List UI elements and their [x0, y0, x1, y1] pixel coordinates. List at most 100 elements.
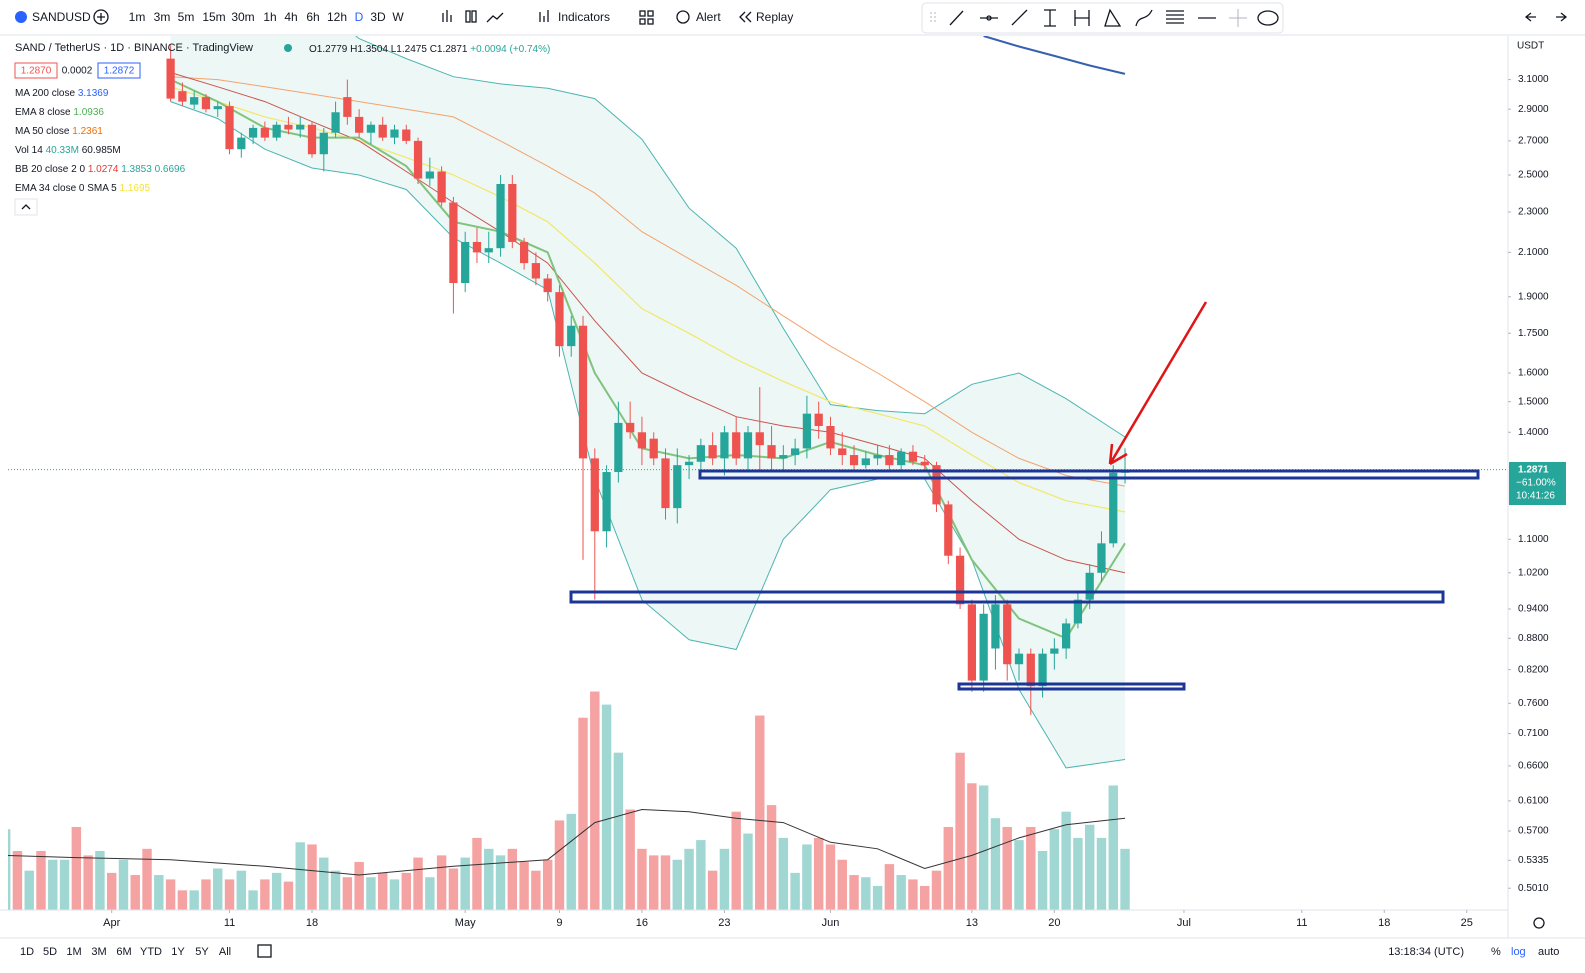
- plot-area: [8, 36, 1508, 910]
- bid-box[interactable]: [14, 62, 58, 79]
- interval-button[interactable]: 15m: [202, 10, 225, 24]
- interval-button[interactable]: 1m: [129, 10, 146, 24]
- alert-button[interactable]: Alert: [696, 10, 721, 24]
- volume-bar: [118, 859, 129, 910]
- range-button[interactable]: 3M: [91, 946, 106, 958]
- horizontal-ray-tool[interactable]: [986, 15, 992, 21]
- auto-toggle[interactable]: auto: [1538, 946, 1559, 958]
- percent-toggle[interactable]: %: [1491, 946, 1501, 958]
- interval-button[interactable]: 1h: [263, 10, 276, 24]
- volume-bar: [377, 872, 388, 910]
- indicators-icon[interactable]: [539, 10, 549, 22]
- change: +0.0094 (+0.74%): [470, 44, 550, 55]
- interval-button[interactable]: 3m: [154, 10, 171, 24]
- x-tick-label: 11: [224, 917, 235, 929]
- interval-button[interactable]: 30m: [231, 10, 254, 24]
- candle-body: [743, 432, 753, 459]
- volume-bar: [460, 857, 470, 910]
- compare-button[interactable]: [93, 9, 109, 25]
- candle-body: [1003, 604, 1012, 665]
- log-toggle[interactable]: log: [1511, 946, 1526, 958]
- candle-body: [166, 58, 175, 99]
- range-button[interactable]: 1M: [66, 946, 81, 958]
- templates-icon[interactable]: [647, 10, 654, 17]
- range-button[interactable]: 1Y: [171, 946, 185, 958]
- cross-tool[interactable]: [1229, 9, 1247, 27]
- indicators-button[interactable]: Indicators: [558, 10, 610, 24]
- brush-tool[interactable]: [949, 10, 964, 26]
- candle-body: [190, 97, 199, 105]
- interval-button[interactable]: 6h: [306, 10, 319, 24]
- study-label: Vol 14: [15, 145, 43, 156]
- candle-body: [390, 129, 399, 138]
- settings-button[interactable]: [1533, 917, 1545, 929]
- interval-button[interactable]: 3D: [370, 10, 386, 24]
- range-button[interactable]: 1D: [20, 946, 34, 958]
- templates-icon[interactable]: [647, 18, 654, 25]
- range-button[interactable]: YTD: [140, 946, 162, 958]
- interval-button[interactable]: 12h: [327, 10, 347, 24]
- drawn-rectangle[interactable]: [957, 682, 1186, 691]
- replay-button[interactable]: Replay: [756, 10, 793, 24]
- interval-button[interactable]: 4h: [284, 10, 297, 24]
- candle-body: [1097, 543, 1106, 573]
- redo-button[interactable]: [1556, 12, 1568, 22]
- volume-bar: [354, 861, 364, 910]
- change-percent: −61.00%: [1516, 478, 1556, 489]
- drawn-arrow[interactable]: [1108, 301, 1208, 466]
- ellipse-tool[interactable]: [1257, 10, 1279, 26]
- candles-icon[interactable]: [465, 10, 471, 23]
- templates-icon[interactable]: [639, 10, 646, 17]
- range-button[interactable]: 5Y: [195, 946, 209, 958]
- text-tool[interactable]: [1044, 9, 1056, 27]
- undo-button[interactable]: [1524, 12, 1536, 22]
- range-button[interactable]: 5D: [43, 946, 57, 958]
- range-button[interactable]: 6M: [116, 946, 131, 958]
- chart-type-icon[interactable]: [442, 10, 452, 22]
- candle-body: [673, 465, 682, 509]
- interval-button[interactable]: D: [355, 10, 364, 24]
- volume-bar: [8, 829, 11, 910]
- pattern-tool[interactable]: [1104, 8, 1122, 27]
- curve-tool[interactable]: [1135, 9, 1153, 27]
- study-label: MA 200 close: [15, 88, 75, 99]
- candle-body: [1050, 648, 1059, 654]
- candle-body: [461, 241, 470, 283]
- volume-bar: [1061, 811, 1071, 910]
- volume-bar: [189, 890, 199, 910]
- range-button[interactable]: All: [219, 946, 231, 958]
- candles-icon[interactable]: [471, 10, 477, 23]
- fib-tool[interactable]: [1166, 10, 1184, 24]
- goto-date-button[interactable]: [257, 944, 272, 958]
- range-tool[interactable]: [1074, 10, 1090, 26]
- bid[interactable]: 1.2870: [21, 66, 52, 77]
- symbol[interactable]: SANDUSD: [32, 10, 91, 24]
- templates-icon[interactable]: [639, 18, 646, 25]
- volume-bar: [495, 855, 506, 910]
- collapse-legend[interactable]: [14, 198, 38, 216]
- candle-body: [178, 91, 187, 102]
- symbol-logo[interactable]: [15, 11, 27, 23]
- drag-handle[interactable]: [930, 12, 936, 24]
- alert-icon[interactable]: [676, 10, 690, 24]
- interval-button[interactable]: 5m: [178, 10, 195, 24]
- trend-line-tool[interactable]: [1011, 9, 1028, 26]
- currency[interactable]: USDT: [1517, 41, 1544, 52]
- legend-title: SAND / TetherUS · 1D · BINANCE · Trading…: [15, 42, 253, 54]
- replay-icon[interactable]: [739, 11, 752, 23]
- drawn-rectangle[interactable]: [569, 590, 1445, 604]
- candle-body: [543, 278, 552, 293]
- candle-body: [602, 472, 611, 532]
- line-icon[interactable]: [486, 12, 504, 23]
- y-tick-label: 2.9000: [1518, 104, 1549, 115]
- interval-button[interactable]: W: [392, 10, 404, 24]
- candle-body: [932, 465, 941, 505]
- drawn-rectangle[interactable]: [698, 469, 1480, 480]
- ask-box[interactable]: [97, 62, 141, 79]
- ask[interactable]: 1.2872: [104, 66, 135, 77]
- study-value: 1.3853: [121, 164, 152, 175]
- volume-bar: [790, 872, 800, 910]
- volume-bar: [849, 875, 859, 910]
- volume-bar: [590, 691, 600, 910]
- volume-bar: [578, 717, 588, 910]
